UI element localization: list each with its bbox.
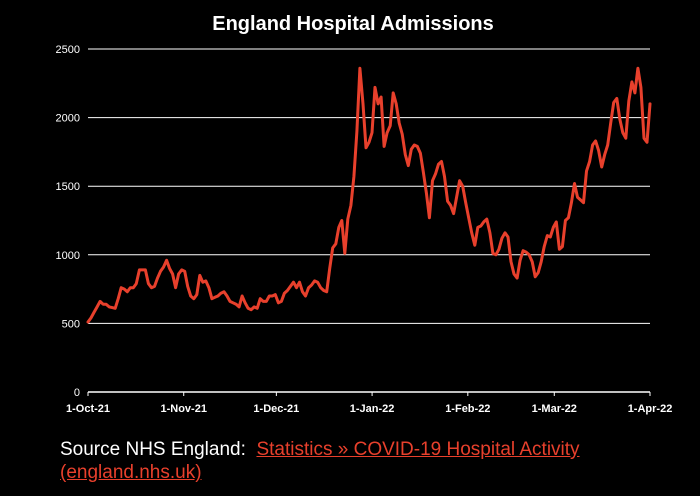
- x-tick-label: 1-Nov-21: [160, 403, 206, 415]
- chart-title: England Hospital Admissions: [212, 13, 494, 35]
- series-line-admissions: [86, 66, 652, 324]
- source-link-text: Statistics » COVID-19 Hospital Activity: [256, 439, 580, 460]
- gridlines: [87, 48, 651, 396]
- y-tick-label: 2500: [56, 44, 80, 56]
- source-prefix: Source NHS England:: [60, 439, 246, 460]
- source-note: Source NHS England: Statistics » COVID-1…: [60, 438, 680, 484]
- chart: England Hospital Admissions 0 500 1000 1500…: [56, 13, 673, 415]
- source-link-domain: (england.nhs.uk): [60, 462, 202, 483]
- y-tick-label: 1000: [56, 250, 80, 262]
- x-tick-label: 1-Dec-21: [253, 403, 299, 415]
- y-axis-tick-labels: 0 500 1000 1500 2000 2500: [56, 44, 80, 399]
- y-tick-label: 500: [62, 318, 80, 330]
- x-tick-label: 1-Feb-22: [445, 403, 490, 415]
- x-tick-label: 1-Mar-22: [532, 403, 577, 415]
- x-tick-label: 1-Apr-22: [628, 403, 673, 415]
- y-tick-label: 1500: [56, 181, 80, 193]
- y-tick-label: 0: [74, 387, 80, 399]
- x-axis-tick-labels: 1-Oct-21 1-Nov-21 1-Dec-21 1-Jan-22 1-Feb-22…: [66, 403, 672, 415]
- y-tick-label: 2000: [56, 113, 80, 125]
- source-link[interactable]: Statistics » COVID-19 Hospital Activity …: [60, 439, 580, 483]
- x-tick-label: 1-Jan-22: [350, 403, 395, 415]
- x-tick-label: 1-Oct-21: [66, 403, 110, 415]
